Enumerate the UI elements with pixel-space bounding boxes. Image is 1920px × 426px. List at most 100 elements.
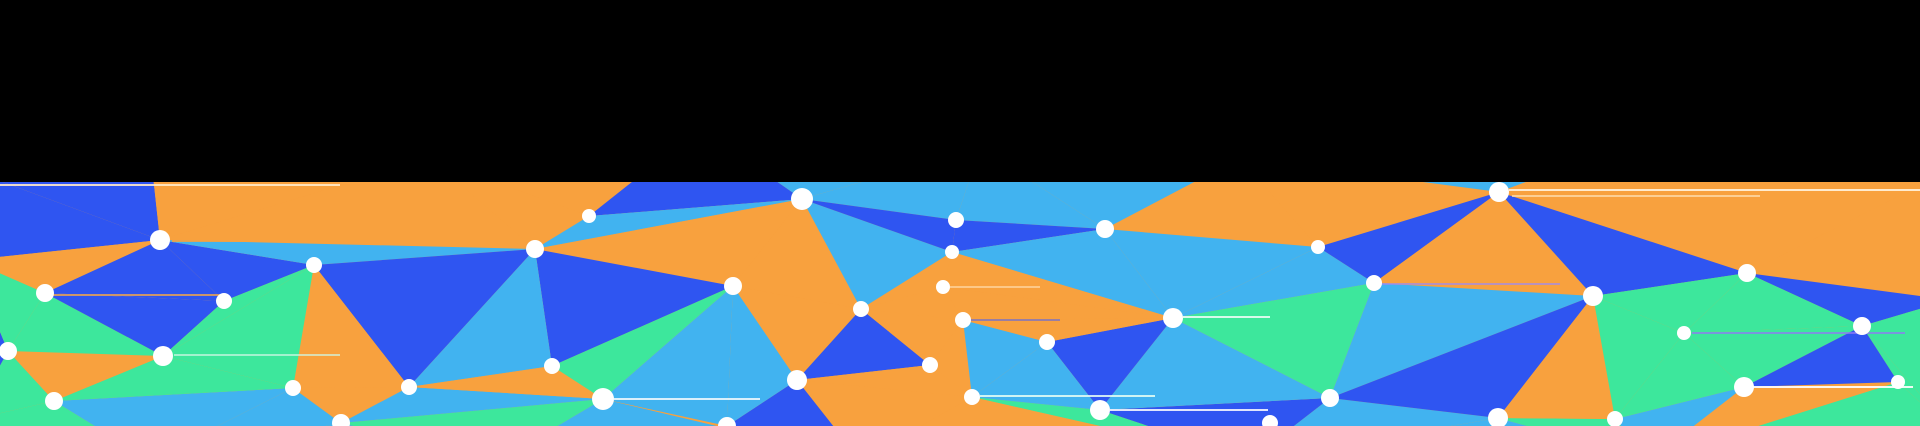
network-node: [36, 284, 54, 302]
mesh-triangle: [1593, 273, 1747, 333]
mesh-triangle: [1318, 192, 1499, 283]
mesh-triangle: [160, 240, 535, 265]
mesh-triangle: [54, 388, 293, 426]
mesh-triangle: [0, 273, 45, 351]
mesh-triangle: [733, 286, 861, 380]
mesh-triangle: [293, 387, 409, 423]
render-streak-artifact: [1110, 409, 1268, 411]
render-streak-artifact: [1512, 195, 1760, 197]
mesh-triangle: [963, 320, 1047, 397]
mesh-triangle: [1173, 247, 1374, 318]
mesh-triangle: [1684, 273, 1862, 333]
mesh-triangle: [1374, 192, 1593, 296]
mesh-triangle: [409, 249, 552, 387]
network-node: [332, 414, 350, 426]
network-node: [936, 280, 950, 294]
network-node: [1677, 326, 1691, 340]
render-streak-artifact: [965, 319, 1060, 321]
network-node: [945, 245, 959, 259]
network-node: [1583, 286, 1603, 306]
mesh-triangle: [1498, 296, 1615, 419]
mesh-triangle: [293, 265, 409, 388]
network-node: [948, 212, 964, 228]
mesh-triangle: [0, 401, 95, 426]
render-streak-artifact: [1183, 316, 1270, 318]
render-streak-artifact: [1692, 332, 1905, 334]
mesh-triangle: [1744, 326, 1898, 387]
mesh-triangle: [797, 365, 972, 397]
mesh-triangle: [861, 287, 963, 320]
network-node: [401, 379, 417, 395]
network-node: [1488, 408, 1508, 426]
network-node: [1853, 317, 1871, 335]
network-node: [1090, 400, 1110, 420]
network-node: [1163, 308, 1183, 328]
network-node: [964, 389, 980, 405]
network-node: [1321, 389, 1339, 407]
mesh-triangle: [1499, 192, 1747, 296]
mesh-triangle: [160, 182, 535, 249]
network-node: [306, 257, 322, 273]
mesh-triangle: [314, 249, 535, 387]
network-node: [1096, 220, 1114, 238]
network-node: [718, 417, 736, 426]
network-node: [955, 312, 971, 328]
mesh-triangle: [8, 293, 163, 356]
mesh-triangle: [861, 309, 963, 365]
mesh-triangle: [1499, 182, 1704, 192]
mesh-triangle: [802, 199, 952, 309]
network-node: [1366, 275, 1382, 291]
mesh-triangle: [45, 293, 224, 356]
network-node: [1262, 415, 1278, 426]
mesh-triangle: [930, 320, 972, 397]
mesh-band: [0, 182, 1920, 426]
mesh-triangle: [0, 182, 160, 257]
network-node: [1738, 264, 1756, 282]
network-node: [544, 358, 560, 374]
mesh-triangle: [952, 229, 1173, 318]
network-node: [1891, 375, 1905, 389]
mesh-triangle: [0, 351, 54, 414]
network-node: [153, 346, 173, 366]
render-streak-artifact: [950, 286, 1040, 288]
network-node: [1734, 377, 1754, 397]
network-node: [1311, 240, 1325, 254]
network-node: [526, 240, 544, 258]
mesh-triangle: [409, 366, 603, 399]
mesh-triangle: [1747, 273, 1920, 326]
mesh-triangle: [797, 309, 930, 380]
mesh-triangle: [963, 318, 1173, 342]
mesh-triangle: [1330, 296, 1593, 418]
mesh-triangle: [54, 356, 293, 401]
mesh-triangle: [160, 240, 314, 301]
mesh-triangle: [1615, 333, 1744, 419]
mesh-triangle: [1261, 182, 1499, 247]
mesh-triangle: [163, 265, 314, 388]
mesh-triangle: [1047, 318, 1173, 410]
mesh-triangle: [495, 182, 632, 216]
mesh-triangle: [943, 252, 1173, 318]
network-node: [45, 392, 63, 410]
mesh-triangle: [45, 240, 224, 301]
mesh-triangle: [1758, 382, 1920, 426]
network-node: [724, 277, 742, 295]
mesh-triangle: [341, 387, 603, 423]
render-streak-artifact: [174, 354, 340, 356]
mesh-triangle: [1498, 418, 1621, 426]
network-node: [853, 301, 869, 317]
mesh-triangle: [535, 249, 733, 366]
network-node: [592, 388, 614, 410]
mesh-triangle: [589, 182, 802, 216]
mesh-triangle: [943, 287, 1173, 320]
mesh-triangle: [1105, 182, 1318, 247]
mesh-triangle: [1593, 296, 1684, 419]
mesh-triangle: [457, 182, 589, 249]
mesh-triangle: [1499, 182, 1920, 273]
mesh-triangle: [1330, 283, 1593, 398]
network-node: [216, 293, 232, 309]
mesh-triangle: [1100, 318, 1330, 410]
render-streak-artifact: [0, 184, 340, 186]
mesh-triangle: [1422, 182, 1527, 192]
